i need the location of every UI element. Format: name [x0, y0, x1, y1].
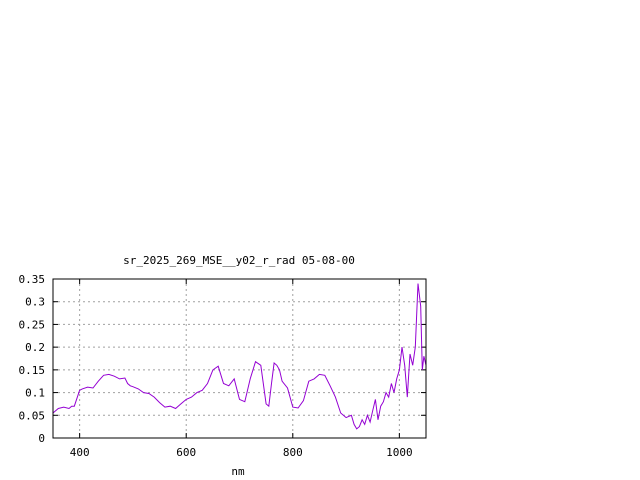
axis-ticks: [53, 278, 426, 439]
y-tick-label: 0.2: [25, 341, 45, 354]
x-axis-label: nm: [231, 465, 245, 478]
x-tick-label: 800: [283, 446, 303, 459]
y-tick-label: 0.05: [19, 409, 46, 422]
y-tick-label: 0.15: [19, 364, 46, 377]
y-tick-label: 0.35: [19, 273, 46, 286]
series-line: [52, 283, 427, 430]
y-tick-label: 0.3: [25, 296, 45, 309]
chart-title: sr_2025_269_MSE__y02_r_rad 05-08-00: [123, 254, 355, 267]
plot-frame: [52, 278, 427, 439]
y-tick-label: 0.1: [25, 387, 45, 400]
x-tick-label: 600: [176, 446, 196, 459]
series-layer: [52, 283, 427, 430]
x-tick-label: 1000: [386, 446, 413, 459]
tick-labels: 0 0.05 0.1 0.15 0.2 0.25 0.3 0.35 400 600 800 1000: [19, 273, 413, 459]
x-tick-label: 400: [70, 446, 90, 459]
grid: [53, 279, 426, 438]
y-tick-label: 0: [38, 432, 45, 445]
y-tick-label: 0.25: [19, 318, 46, 331]
